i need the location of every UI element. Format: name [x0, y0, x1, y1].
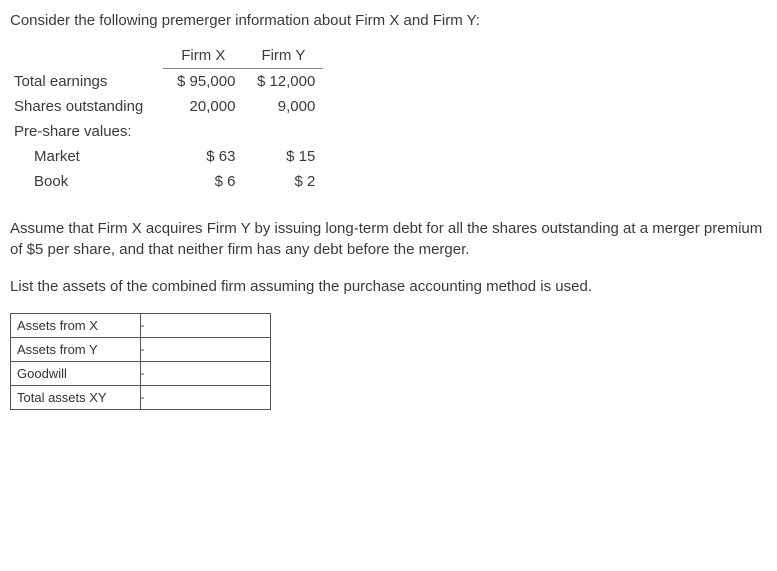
- answer-input-cell: [141, 386, 271, 410]
- table-row: Assets from X: [11, 314, 271, 338]
- firm-y-header: Firm Y: [243, 43, 323, 69]
- firm-x-value: 20,000: [163, 94, 243, 119]
- tick-mark: [140, 397, 144, 398]
- answer-input[interactable]: [141, 386, 270, 409]
- row-label: Market: [10, 144, 163, 169]
- table-row: Total earnings$ 95,000$ 12,000: [10, 69, 323, 95]
- answer-input[interactable]: [141, 314, 270, 337]
- answer-input-cell: [141, 362, 271, 386]
- table-row: Assets from Y: [11, 338, 271, 362]
- firm-y-value: $ 2: [243, 169, 323, 194]
- premerger-data-table: Firm X Firm Y Total earnings$ 95,000$ 12…: [10, 43, 323, 194]
- firm-y-value: $ 12,000: [243, 69, 323, 95]
- table-row: Total assets XY: [11, 386, 271, 410]
- answer-row-label: Assets from X: [11, 314, 141, 338]
- answer-table: Assets from XAssets from YGoodwillTotal …: [10, 313, 271, 410]
- instruction-paragraph: List the assets of the combined firm ass…: [10, 276, 767, 297]
- row-label: Pre-share values:: [10, 119, 163, 144]
- answer-row-label: Goodwill: [11, 362, 141, 386]
- tick-mark: [140, 373, 144, 374]
- table-row: Shares outstanding20,0009,000: [10, 94, 323, 119]
- answer-input-cell: [141, 338, 271, 362]
- assumption-paragraph: Assume that Firm X acquires Firm Y by is…: [10, 218, 767, 260]
- intro-text: Consider the following premerger informa…: [10, 12, 767, 29]
- row-label: Book: [10, 169, 163, 194]
- firm-x-value: $ 63: [163, 144, 243, 169]
- firm-y-value: 9,000: [243, 94, 323, 119]
- table-row: Goodwill: [11, 362, 271, 386]
- answer-row-label: Assets from Y: [11, 338, 141, 362]
- row-label: Shares outstanding: [10, 94, 163, 119]
- firm-x-value: $ 6: [163, 169, 243, 194]
- tick-mark: [140, 325, 144, 326]
- firm-x-header: Firm X: [163, 43, 243, 69]
- row-label: Total earnings: [10, 69, 163, 95]
- answer-input-cell: [141, 314, 271, 338]
- answer-row-label: Total assets XY: [11, 386, 141, 410]
- table-row: Pre-share values:: [10, 119, 323, 144]
- firm-x-value: $ 95,000: [163, 69, 243, 95]
- table-row: Book$ 6$ 2: [10, 169, 323, 194]
- firm-y-value: [243, 119, 323, 144]
- answer-input[interactable]: [141, 338, 270, 361]
- data-table-body: Total earnings$ 95,000$ 12,000Shares out…: [10, 69, 323, 195]
- answer-table-body: Assets from XAssets from YGoodwillTotal …: [11, 314, 271, 410]
- table-row: Market$ 63$ 15: [10, 144, 323, 169]
- firm-y-value: $ 15: [243, 144, 323, 169]
- firm-x-value: [163, 119, 243, 144]
- answer-input[interactable]: [141, 362, 270, 385]
- tick-mark: [140, 349, 144, 350]
- blank-header: [10, 43, 163, 69]
